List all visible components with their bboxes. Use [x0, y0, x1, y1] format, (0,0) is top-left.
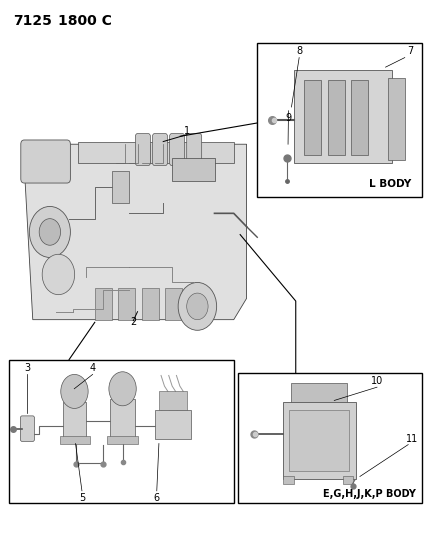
FancyBboxPatch shape [238, 373, 422, 503]
Circle shape [178, 282, 217, 330]
Text: 2: 2 [130, 317, 136, 327]
Circle shape [187, 293, 208, 320]
Bar [60, 435, 90, 443]
FancyBboxPatch shape [152, 134, 167, 165]
Bar [343, 477, 353, 484]
FancyBboxPatch shape [257, 43, 422, 197]
Bar [159, 391, 187, 410]
FancyBboxPatch shape [20, 416, 34, 441]
Bar [95, 288, 112, 320]
Bar [351, 80, 369, 155]
Text: 3: 3 [24, 362, 30, 373]
FancyBboxPatch shape [172, 158, 214, 181]
Bar [388, 78, 405, 160]
Text: 1800 C: 1800 C [58, 14, 112, 28]
Polygon shape [24, 144, 247, 320]
FancyBboxPatch shape [169, 134, 184, 165]
Bar [142, 288, 159, 320]
Bar [63, 402, 86, 439]
Bar [291, 383, 347, 402]
Bar [112, 171, 129, 203]
Circle shape [42, 254, 75, 295]
FancyBboxPatch shape [187, 134, 202, 165]
Bar [283, 402, 356, 479]
FancyBboxPatch shape [136, 134, 150, 165]
Ellipse shape [27, 143, 64, 172]
FancyBboxPatch shape [21, 140, 70, 183]
Bar [304, 80, 321, 155]
Text: 8: 8 [296, 46, 302, 56]
Bar [107, 435, 139, 443]
Text: 5: 5 [79, 492, 85, 503]
Bar [110, 399, 136, 439]
Text: 10: 10 [371, 376, 383, 386]
Bar [289, 410, 349, 471]
Text: L BODY: L BODY [369, 180, 411, 189]
Circle shape [29, 206, 70, 257]
Bar [165, 288, 182, 320]
Text: 7125: 7125 [14, 14, 52, 28]
Text: 1: 1 [184, 126, 190, 136]
Bar [154, 410, 191, 439]
FancyBboxPatch shape [9, 360, 234, 503]
Text: E,G,H,J,K,P BODY: E,G,H,J,K,P BODY [323, 489, 415, 499]
Circle shape [39, 219, 60, 245]
Circle shape [61, 374, 88, 408]
Bar [283, 477, 293, 484]
Bar [293, 70, 392, 163]
Bar [328, 80, 345, 155]
Text: 9: 9 [285, 112, 292, 123]
Text: 11: 11 [406, 434, 419, 445]
Polygon shape [78, 142, 234, 163]
Text: 7: 7 [407, 46, 414, 56]
Bar [118, 288, 136, 320]
Circle shape [109, 372, 136, 406]
Text: 6: 6 [154, 492, 160, 503]
Text: 4: 4 [90, 362, 96, 373]
